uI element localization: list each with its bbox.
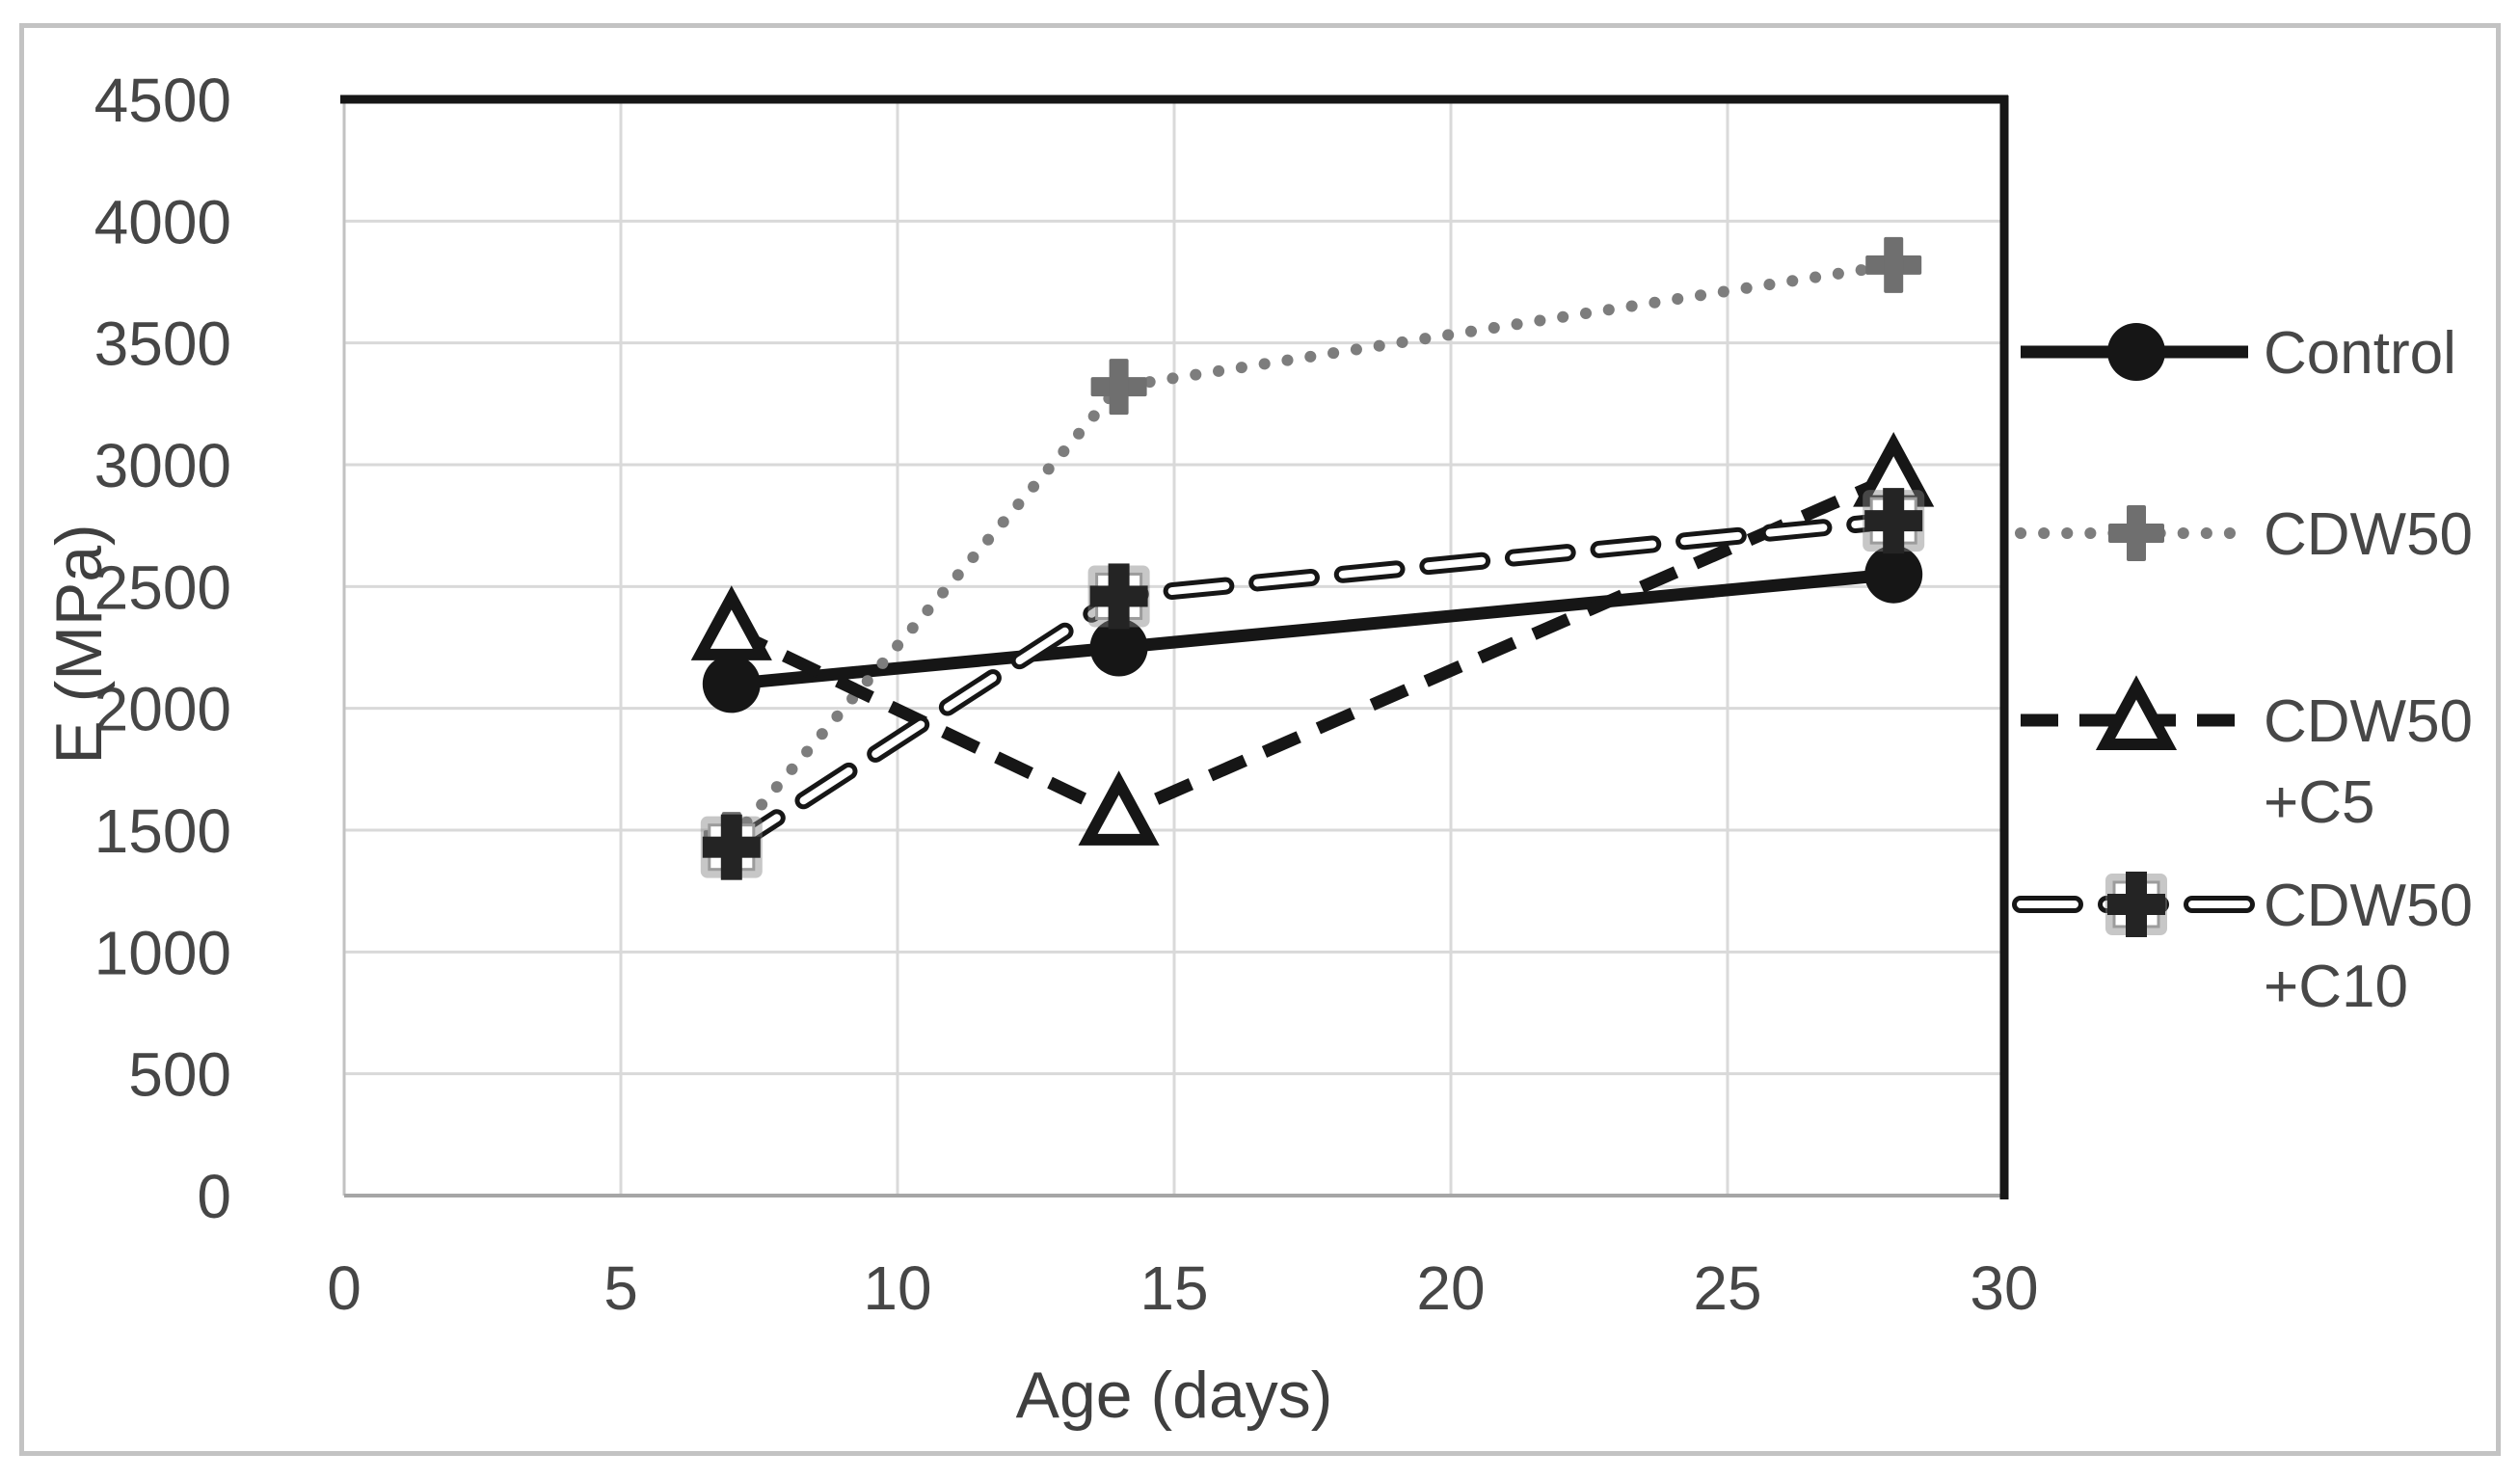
legend-item-CDW50+C5: CDW50 +C5 — [2021, 675, 2473, 836]
y-tick-3500: 3500 — [94, 309, 231, 379]
x-axis-title: Age (days) — [1015, 1359, 1333, 1432]
marker-CDW50-14d — [1090, 359, 1147, 416]
y-tick-0: 0 — [197, 1162, 231, 1231]
series-line-CDW50+C10 — [722, 512, 1903, 856]
legend-marker-CDW50+C10 — [2105, 872, 2167, 937]
legend-label-Control-0: Control — [2264, 320, 2456, 387]
series-line-CDW50+C5 — [728, 471, 1896, 822]
series-line-Control — [731, 568, 1894, 690]
marker-Control-14d — [1089, 618, 1148, 677]
x-tick-0: 0 — [327, 1253, 362, 1323]
x-tick-5: 5 — [603, 1253, 638, 1323]
y-tick-3000: 3000 — [94, 431, 231, 500]
legend-label-CDW50+C5-0: CDW50 — [2264, 688, 2473, 755]
marker-CDW50+C10-28d — [1863, 488, 1925, 554]
y-tick-4000: 4000 — [94, 187, 231, 256]
y-tick-1000: 1000 — [94, 918, 231, 987]
x-tick-25: 25 — [1693, 1253, 1761, 1323]
marker-CDW50-28d — [1865, 236, 1922, 293]
legend-label-CDW50+C10-1: +C10 — [2264, 954, 2408, 1020]
marker-CDW50+C10-14d — [1087, 563, 1150, 630]
legend-marker-CDW50 — [2108, 505, 2164, 561]
x-tick-15: 15 — [1139, 1253, 1208, 1323]
marker-CDW50+C5-14d — [1078, 770, 1160, 846]
legend-item-CDW50: CDW50 — [2015, 501, 2473, 568]
y-tick-500: 500 — [128, 1040, 231, 1110]
legend-label-CDW50-0: CDW50 — [2264, 501, 2473, 568]
y-tick-2000: 2000 — [94, 675, 231, 744]
series-line-CDW50 — [725, 258, 1900, 847]
x-tick-20: 20 — [1416, 1253, 1485, 1323]
legend-marker-CDW50+C5 — [2095, 675, 2178, 750]
y-tick-2500: 2500 — [94, 552, 231, 622]
legend-marker-Control — [2107, 323, 2165, 381]
x-tick-10: 10 — [863, 1253, 931, 1323]
y-tick-1500: 1500 — [94, 796, 231, 866]
legend-item-CDW50+C10: CDW50 +C10 — [2012, 872, 2473, 1020]
y-tick-4500: 4500 — [94, 66, 231, 135]
marker-CDW50+C10-7d — [700, 814, 763, 880]
legend-item-Control: Control — [2021, 320, 2456, 387]
marker-CDW50+C5-7d — [690, 585, 772, 660]
y-axis-title: E (MPa) — [42, 524, 116, 765]
legend-label-CDW50+C5-1: +C5 — [2264, 769, 2374, 836]
legend-label-CDW50+C10-0: CDW50 — [2264, 873, 2473, 939]
marker-Control-7d — [702, 655, 761, 713]
marker-Control-28d — [1864, 545, 1923, 604]
x-tick-30: 30 — [1970, 1253, 2038, 1323]
